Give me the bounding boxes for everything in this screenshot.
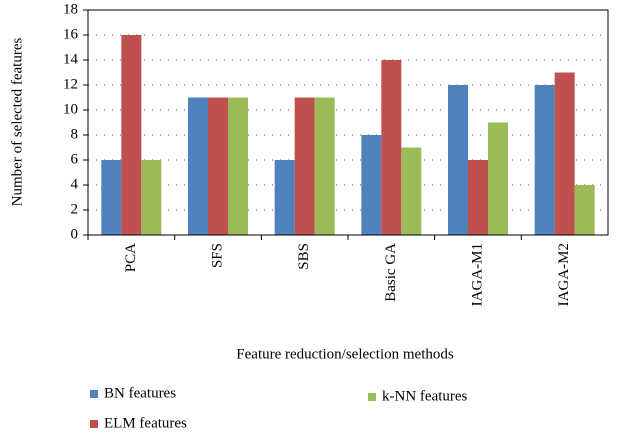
- bar: [381, 60, 402, 235]
- bar: [401, 147, 422, 235]
- y-tick-label: 10: [63, 101, 78, 117]
- legend-swatch: [90, 420, 98, 428]
- bar: [468, 160, 488, 235]
- bar: [101, 160, 122, 235]
- x-tick-label: Basic GA: [383, 243, 399, 302]
- y-tick-label: 0: [71, 226, 79, 242]
- bar: [228, 97, 248, 235]
- legend-label: BN features: [104, 385, 176, 401]
- y-tick-label: 12: [63, 76, 78, 92]
- bar: [188, 97, 208, 235]
- y-tick-label: 4: [71, 176, 79, 192]
- bar: [141, 160, 162, 235]
- bar: [554, 72, 575, 235]
- y-tick-label: 2: [71, 201, 79, 217]
- y-tick-label: 16: [63, 26, 79, 42]
- bar: [121, 35, 142, 235]
- legend-label: ELM features: [104, 415, 187, 431]
- bar: [574, 185, 595, 235]
- bar: [534, 85, 555, 235]
- legend-swatch: [90, 390, 98, 398]
- y-tick-label: 8: [71, 126, 79, 142]
- x-tick-label: IAGA-M2: [556, 243, 572, 306]
- bar: [314, 97, 335, 235]
- y-tick-label: 6: [71, 151, 79, 167]
- y-tick-label: 18: [63, 1, 78, 17]
- y-tick-label: 14: [63, 51, 79, 67]
- legend-label: k-NN features: [382, 388, 468, 404]
- bar: [361, 135, 382, 235]
- x-tick-label: SBS: [296, 243, 312, 270]
- x-tick-label: SFS: [209, 243, 225, 268]
- bar: [208, 97, 228, 235]
- bar: [294, 97, 315, 235]
- y-axis-title: Number of selected features: [9, 38, 25, 207]
- plot-frame: [87, 9, 609, 236]
- bar: [488, 122, 508, 235]
- x-axis-title: Feature reduction/selection methods: [236, 346, 454, 362]
- bar: [448, 85, 468, 235]
- x-tick-label: IAGA-M1: [469, 243, 485, 306]
- bar: [274, 160, 295, 235]
- x-tick-label: PCA: [123, 243, 139, 272]
- legend-swatch: [368, 393, 376, 401]
